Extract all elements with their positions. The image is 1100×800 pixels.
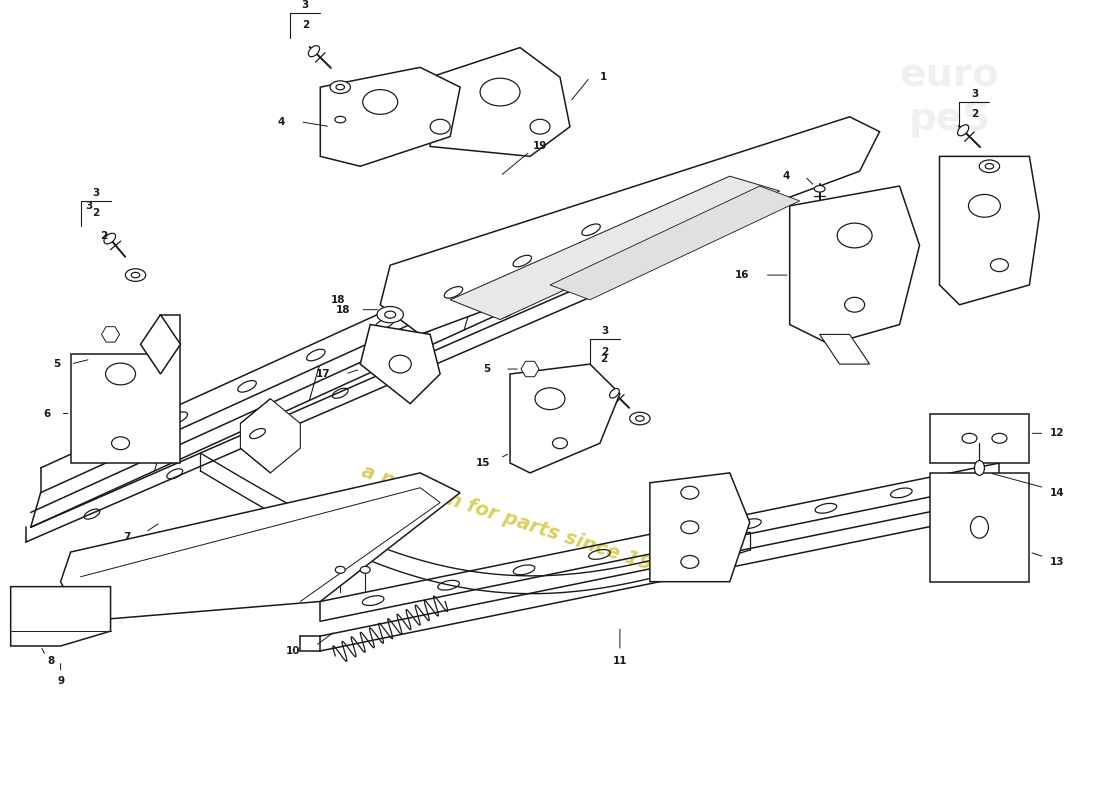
Text: 6: 6 bbox=[43, 409, 51, 418]
Ellipse shape bbox=[336, 566, 345, 574]
Text: euro
peS: euro peS bbox=[900, 56, 1000, 138]
Ellipse shape bbox=[385, 311, 396, 318]
Text: 2: 2 bbox=[971, 110, 978, 119]
Text: 15: 15 bbox=[475, 458, 491, 468]
Polygon shape bbox=[930, 473, 1030, 582]
Text: a passion for parts since 1985: a passion for parts since 1985 bbox=[360, 462, 681, 582]
Polygon shape bbox=[360, 325, 440, 404]
Text: 18: 18 bbox=[331, 294, 345, 305]
Ellipse shape bbox=[336, 85, 344, 90]
Polygon shape bbox=[241, 398, 300, 473]
Polygon shape bbox=[70, 314, 180, 463]
Ellipse shape bbox=[814, 186, 825, 192]
Text: 2: 2 bbox=[602, 346, 608, 357]
Text: 9: 9 bbox=[57, 676, 64, 686]
Ellipse shape bbox=[360, 566, 371, 574]
Text: 12: 12 bbox=[1049, 428, 1064, 438]
Text: 3: 3 bbox=[301, 0, 309, 10]
Text: 10: 10 bbox=[286, 646, 300, 656]
Text: 8: 8 bbox=[47, 656, 54, 666]
Polygon shape bbox=[521, 362, 539, 377]
Text: 14: 14 bbox=[1049, 488, 1064, 498]
Ellipse shape bbox=[609, 389, 619, 398]
Ellipse shape bbox=[957, 125, 969, 136]
Text: 2: 2 bbox=[92, 208, 99, 218]
Polygon shape bbox=[101, 326, 120, 342]
Text: 19: 19 bbox=[532, 142, 547, 151]
Polygon shape bbox=[930, 414, 1030, 463]
Ellipse shape bbox=[636, 416, 645, 422]
Ellipse shape bbox=[125, 269, 145, 282]
Ellipse shape bbox=[330, 81, 351, 94]
Text: 4: 4 bbox=[278, 117, 285, 126]
Ellipse shape bbox=[377, 306, 404, 322]
Text: 17: 17 bbox=[316, 369, 330, 379]
Polygon shape bbox=[11, 586, 111, 646]
Polygon shape bbox=[650, 473, 750, 582]
Polygon shape bbox=[320, 67, 460, 166]
Text: 2: 2 bbox=[600, 354, 607, 364]
Polygon shape bbox=[939, 156, 1040, 305]
Ellipse shape bbox=[308, 46, 319, 57]
Text: 5: 5 bbox=[54, 359, 60, 369]
Text: 5: 5 bbox=[483, 364, 491, 374]
Text: 16: 16 bbox=[735, 270, 750, 280]
Polygon shape bbox=[510, 364, 620, 473]
Text: 3: 3 bbox=[971, 89, 978, 99]
Ellipse shape bbox=[131, 272, 140, 278]
Polygon shape bbox=[430, 47, 570, 156]
Text: 3: 3 bbox=[86, 201, 92, 211]
Ellipse shape bbox=[629, 412, 650, 425]
Text: 11: 11 bbox=[613, 656, 627, 666]
Polygon shape bbox=[790, 186, 920, 344]
Text: 18: 18 bbox=[336, 305, 350, 314]
Polygon shape bbox=[60, 473, 460, 622]
Text: 7: 7 bbox=[123, 532, 131, 542]
Ellipse shape bbox=[979, 160, 1000, 173]
Ellipse shape bbox=[975, 461, 984, 475]
Text: 1: 1 bbox=[600, 72, 607, 82]
Polygon shape bbox=[450, 176, 780, 319]
Polygon shape bbox=[141, 314, 180, 374]
Polygon shape bbox=[550, 186, 800, 300]
Text: 13: 13 bbox=[1049, 557, 1064, 567]
Text: 4: 4 bbox=[782, 171, 790, 181]
Text: 3: 3 bbox=[92, 188, 99, 198]
Ellipse shape bbox=[334, 116, 345, 123]
Polygon shape bbox=[381, 117, 880, 334]
Ellipse shape bbox=[986, 163, 993, 169]
Text: 3: 3 bbox=[602, 326, 608, 337]
Text: 2: 2 bbox=[301, 20, 309, 30]
Polygon shape bbox=[820, 334, 870, 364]
Text: 2: 2 bbox=[100, 230, 108, 241]
Ellipse shape bbox=[104, 234, 116, 244]
